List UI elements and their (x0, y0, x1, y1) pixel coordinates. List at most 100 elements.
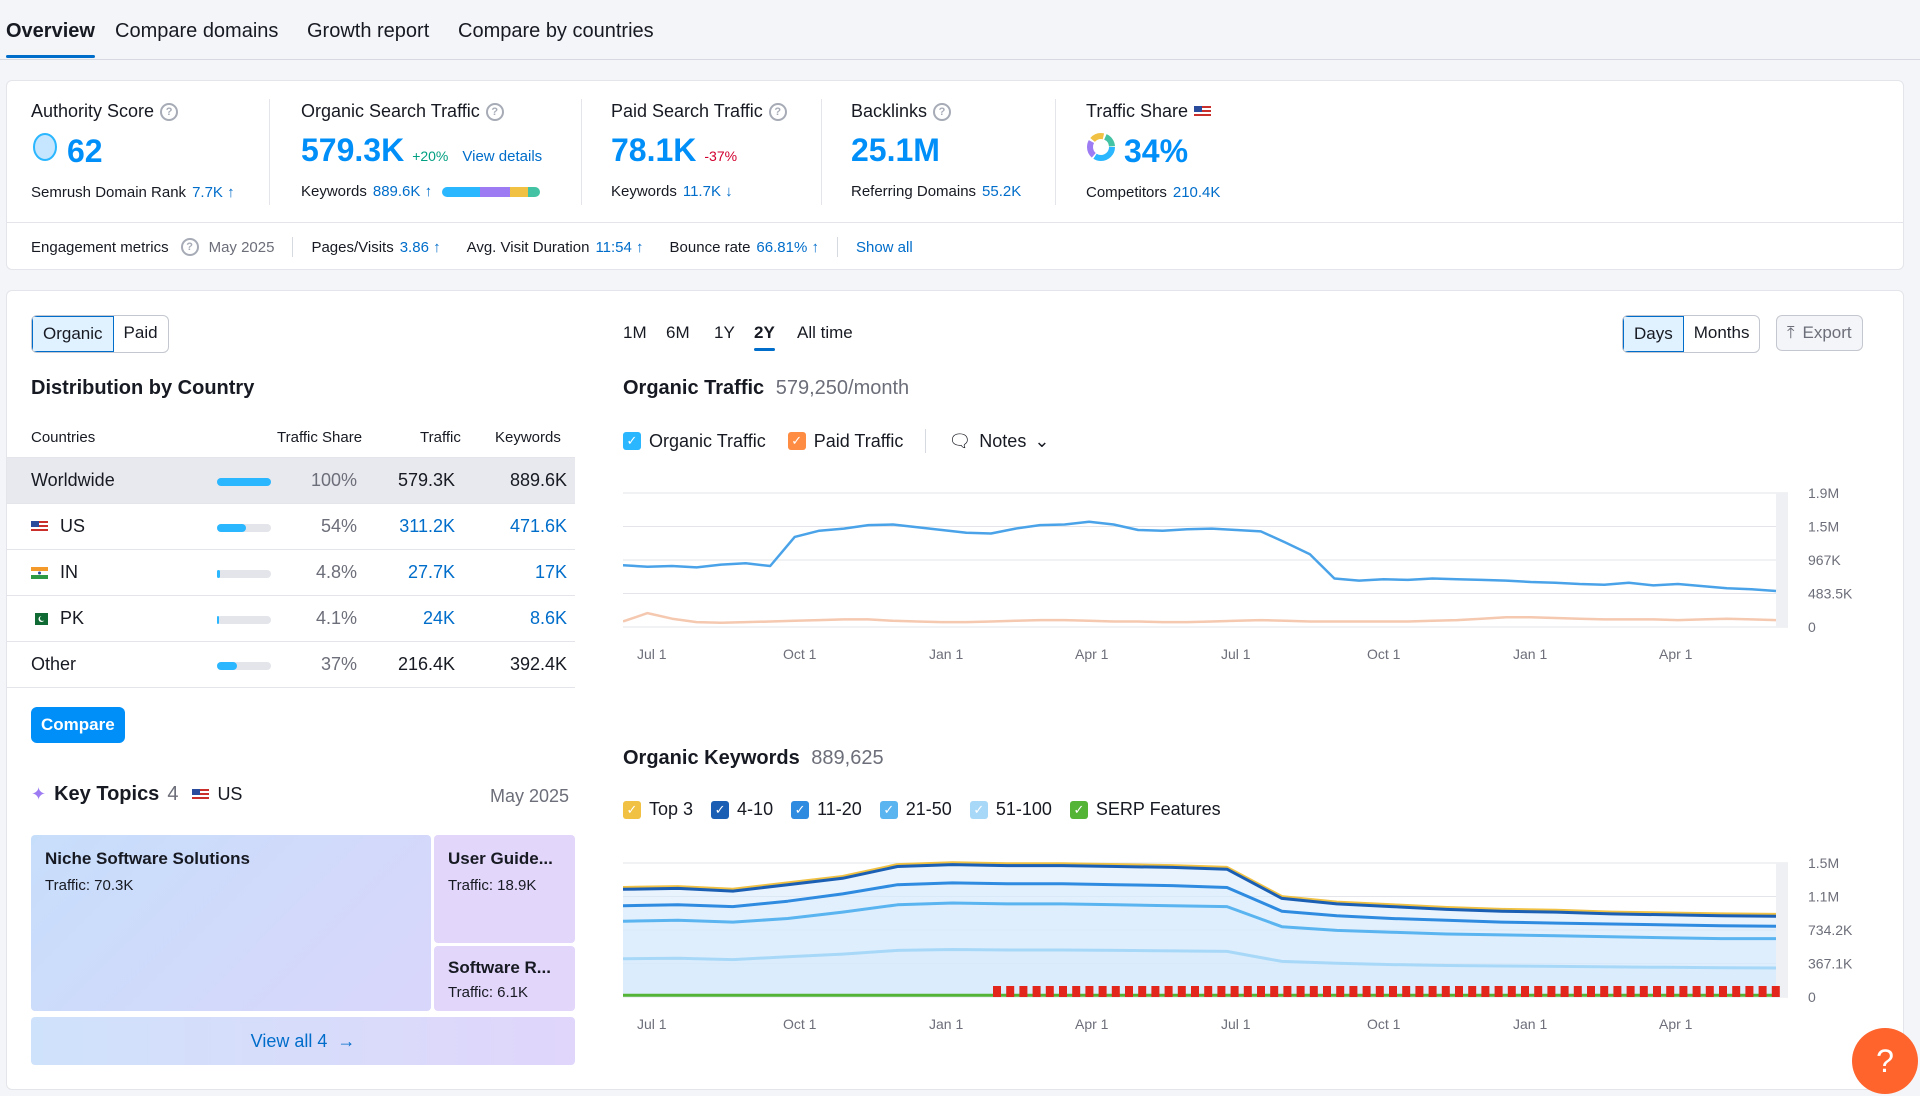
paid-keywords-value[interactable]: 11.7K ↓ (682, 183, 733, 200)
legend-top3[interactable]: Top 3 (649, 799, 694, 819)
table-row[interactable]: PK 4.1% 24K 8.6K (7, 595, 575, 642)
serp-feature-marker (1613, 986, 1622, 997)
serp-feature-marker (1362, 986, 1371, 997)
column-header-traffic[interactable]: Traffic (420, 429, 461, 446)
y-tick-label: 483.5K (1808, 586, 1853, 602)
keywords-cell[interactable]: 17K (455, 549, 575, 596)
paid-toggle-button[interactable]: Paid (123, 323, 158, 342)
chevron-down-icon[interactable]: ⌄ (1034, 430, 1050, 451)
range-1m[interactable]: 1M (623, 323, 647, 342)
help-button[interactable]: ? (1852, 1028, 1918, 1094)
legend-serp-features[interactable]: SERP Features (1095, 799, 1221, 819)
table-row[interactable]: Other 37% 216.4K 392.4K (7, 641, 575, 688)
series-area-top-3 (623, 862, 1776, 997)
keywords-cell[interactable]: 8.6K (455, 595, 575, 642)
domain-rank-value[interactable]: 7.7K ↑ (192, 184, 235, 201)
legend-11-20[interactable]: 11-20 (817, 799, 862, 819)
organic-traffic-metric: Organic Search Traffic? 579.3K +20% View… (301, 101, 542, 200)
show-all-link[interactable]: Show all (855, 238, 913, 256)
checkbox-checked-icon[interactable]: ✓ (791, 800, 810, 819)
organic-keywords-value[interactable]: 889.6K ↑ (372, 183, 433, 200)
divider (7, 222, 1903, 223)
checkbox-checked-icon[interactable]: ✓ (879, 800, 898, 819)
serp-feature-marker (1441, 986, 1450, 997)
engagement-row: Engagement metrics ? May 2025 Pages/Visi… (31, 237, 913, 257)
organic-traffic-chart[interactable]: 1.9M 1.5M 967K 483.5K 0 Jul 1 Oct 1 Jan 1 Apr 1 J… (623, 481, 1893, 671)
view-details-link[interactable]: View details (462, 148, 543, 165)
serp-feature-marker (993, 986, 1001, 997)
months-button[interactable]: Months (1693, 323, 1750, 342)
notes-dropdown[interactable]: Notes (979, 430, 1027, 451)
visit-duration-value: 11:54 ↑ (595, 238, 644, 256)
range-6m[interactable]: 6M (666, 323, 690, 342)
checkbox-checked-icon[interactable]: ✓ (787, 432, 806, 450)
key-topics-date: May 2025 (490, 786, 570, 806)
legend-4-10[interactable]: 4-10 (737, 799, 774, 819)
tab-overview[interactable]: Overview (6, 20, 95, 58)
serp-feature-marker (1243, 986, 1252, 997)
checkbox-checked-icon[interactable]: ✓ (623, 800, 641, 819)
table-row[interactable]: IN 4.8% 27.7K 17K (7, 549, 575, 596)
range-all-time[interactable]: All time (797, 323, 853, 342)
serp-feature-marker (1296, 986, 1305, 997)
info-icon[interactable]: ? (933, 102, 952, 121)
y-tick-label: 1.5M (1808, 855, 1839, 871)
paid-traffic-value[interactable]: 78.1K (611, 132, 697, 168)
serp-feature-marker (1270, 986, 1279, 997)
legend-paid-traffic[interactable]: Paid Traffic (813, 430, 904, 451)
organic-traffic-chart-value: 579,250/month (775, 377, 910, 399)
export-button[interactable]: ⤒ Export (1776, 315, 1863, 351)
checkbox-checked-icon[interactable]: ✓ (969, 800, 988, 819)
serp-feature-marker (1375, 986, 1384, 997)
competitors-value[interactable]: 210.4K (1172, 184, 1221, 201)
table-row[interactable]: Worldwide 100% 579.3K 889.6K (7, 457, 575, 504)
x-tick-label: Jan 1 (1513, 1016, 1547, 1032)
traffic-cell[interactable]: 311.2K (367, 503, 455, 550)
keywords-cell[interactable]: 471.6K (455, 503, 575, 550)
tab-compare-domains[interactable]: Compare domains (115, 20, 279, 42)
view-all-topics-button[interactable]: View all 4 → (31, 1017, 575, 1065)
info-icon[interactable]: ? (768, 102, 787, 121)
serp-feature-marker (1547, 986, 1556, 997)
compare-button[interactable]: Compare (31, 707, 125, 743)
column-header-traffic-share[interactable]: Traffic Share (277, 429, 363, 446)
range-1y[interactable]: 1Y (714, 323, 735, 342)
traffic-legend: ✓ Organic Traffic ✓ Paid Traffic 🗨 Notes… (623, 429, 1049, 453)
legend-51-100[interactable]: 51-100 (995, 799, 1052, 819)
info-icon[interactable]: ? (485, 102, 504, 121)
traffic-share-value[interactable]: 34% (1124, 133, 1189, 169)
checkbox-checked-icon[interactable]: ✓ (711, 800, 730, 819)
organic-keywords-chart[interactable]: 1.5M 1.1M 734.2K 367.1K 0 Jul 1 Oct 1 Jan 1 Apr … (623, 851, 1893, 1051)
serp-feature-marker (1573, 986, 1582, 997)
checkbox-checked-icon[interactable]: ✓ (1069, 800, 1088, 819)
topic-tile[interactable]: Software R... Traffic: 6.1K (434, 946, 575, 1011)
tab-compare-by-countries[interactable]: Compare by countries (458, 20, 654, 42)
tab-growth-report[interactable]: Growth report (307, 20, 430, 42)
topic-tile[interactable]: User Guide... Traffic: 18.9K (434, 835, 575, 943)
organic-traffic-value[interactable]: 579.3K (301, 132, 405, 168)
topic-tile[interactable]: Niche Software Solutions Traffic: 70.3K (31, 835, 431, 1011)
series-line-21-50 (623, 901, 1776, 941)
checkbox-checked-icon[interactable]: ✓ (623, 432, 641, 450)
legend-organic-traffic[interactable]: Organic Traffic (649, 430, 766, 451)
legend-21-50[interactable]: 21-50 (905, 799, 952, 819)
column-header-keywords[interactable]: Keywords (495, 429, 561, 446)
traffic-cell[interactable]: 27.7K (367, 549, 455, 596)
country-table: Worldwide 100% 579.3K 889.6K US 54% 311.… (7, 457, 575, 688)
serp-feature-marker (1494, 986, 1503, 997)
x-tick-label: Oct 1 (783, 646, 817, 662)
organic-traffic-chart-title: Organic Traffic (623, 377, 765, 399)
table-row[interactable]: US 54% 311.2K 471.6K (7, 503, 575, 550)
referring-domains-value[interactable]: 55.2K (982, 183, 1022, 200)
days-button[interactable]: Days (1623, 316, 1684, 352)
organic-toggle-button[interactable]: Organic (32, 316, 114, 352)
info-icon[interactable]: ? (160, 102, 179, 121)
traffic-cell[interactable]: 24K (367, 595, 455, 642)
domain-rank-label: Semrush Domain Rank (31, 184, 187, 201)
range-2y[interactable]: 2Y (754, 323, 775, 351)
backlinks-value[interactable]: 25.1M (851, 132, 940, 168)
x-tick-label: Jul 1 (637, 1016, 667, 1032)
serp-feature-marker (1283, 986, 1292, 997)
info-icon[interactable]: ? (180, 238, 199, 256)
x-tick-label: Oct 1 (1367, 1016, 1401, 1032)
